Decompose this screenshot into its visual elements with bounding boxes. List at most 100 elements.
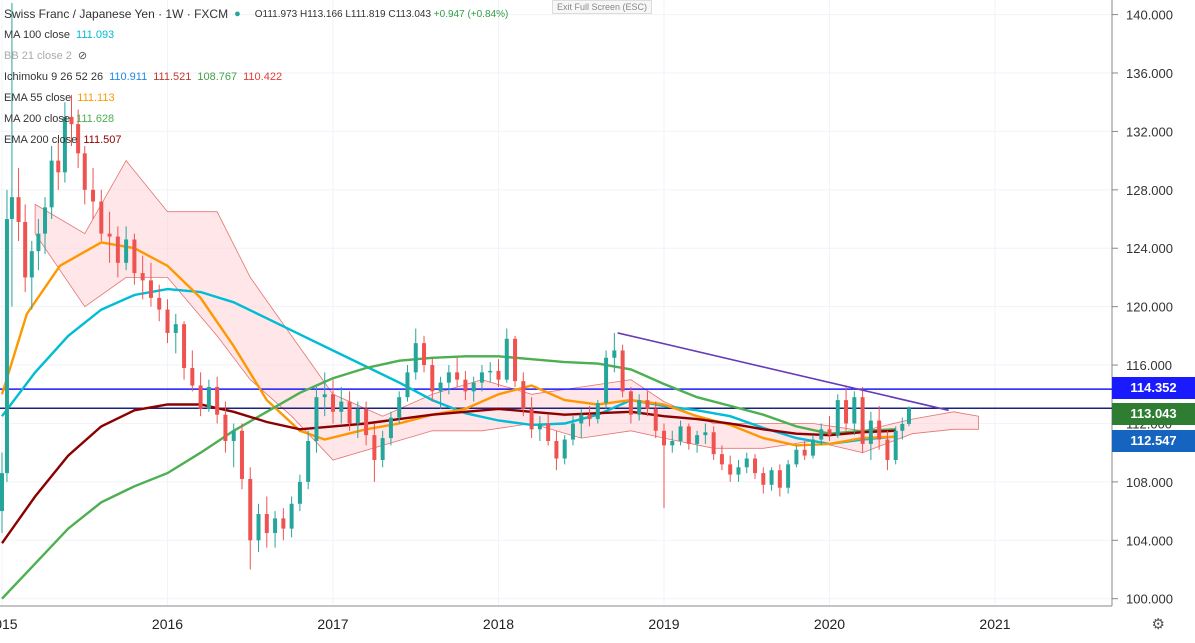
legend-ma200[interactable]: MA 200 close 111.628 [4, 109, 508, 130]
candle-body [860, 397, 865, 444]
candle-body [273, 518, 278, 533]
series-line [1, 355, 896, 600]
candle-body [678, 426, 683, 441]
candle-body [198, 385, 203, 409]
candle-body [463, 379, 468, 392]
y-tick-label: 128.000 [1126, 183, 1173, 198]
indicator-value: 111.507 [83, 134, 122, 146]
price-label-ichimoku: 112.547 [1112, 430, 1195, 452]
legend-ma100[interactable]: MA 100 close 111.093 [4, 25, 508, 46]
candle-body [628, 391, 633, 415]
candle-body [124, 239, 129, 263]
x-tick-label: 2017 [317, 616, 348, 632]
candle-body [215, 386, 220, 415]
candle-body [488, 370, 493, 373]
candle-body [711, 432, 716, 455]
candle-body [885, 439, 890, 460]
candle-body [819, 429, 824, 440]
x-tick-label: 2018 [483, 616, 514, 632]
candle-body [339, 401, 344, 412]
gear-icon[interactable]: ⚙ [1151, 616, 1165, 633]
candle-body [703, 432, 708, 436]
x-tick-label: 2020 [814, 616, 845, 632]
trendline [617, 332, 949, 412]
y-tick-label: 108.000 [1126, 475, 1173, 490]
candle-body [397, 397, 402, 418]
candle-body [331, 394, 335, 412]
candle-body [223, 414, 228, 441]
indicator-name: MA 100 close [4, 29, 71, 41]
candle-body [529, 408, 534, 430]
candle-body [827, 429, 832, 436]
candle-body [322, 394, 327, 398]
x-tick-label: 2019 [648, 616, 679, 632]
candle-body [728, 464, 733, 475]
legend-bb21[interactable]: BB 21 close 2 ⊘ [4, 46, 508, 67]
candle-body [413, 343, 418, 373]
candle-body [82, 153, 87, 190]
candle-body [69, 116, 74, 125]
candle-body [446, 372, 451, 383]
legend-title-row: Swiss Franc / Japanese Yen · 1W · FXCM ●… [4, 4, 508, 25]
indicator-name: MA 200 close [4, 113, 71, 125]
candle-body [504, 338, 509, 380]
candle-body [256, 514, 261, 541]
symbol-title[interactable]: Swiss Franc / Japanese Yen · 1W · FXCM [4, 7, 229, 21]
candle-body [513, 338, 518, 382]
candle-body [802, 449, 807, 456]
candle-body [736, 467, 741, 475]
candle-body [769, 470, 774, 485]
candle-body [380, 438, 385, 460]
candle-body [893, 430, 898, 460]
candle-body [612, 350, 617, 358]
y-tick-label: 124.000 [1126, 241, 1173, 256]
candle-body [157, 297, 162, 310]
candle-body [579, 414, 584, 424]
candle-body [91, 189, 96, 202]
candle-body [835, 400, 840, 436]
eye-hidden-icon[interactable]: ⊘ [77, 50, 88, 62]
candle-body [9, 197, 14, 220]
candle-body [438, 382, 443, 392]
indicator-value: 108.767 [197, 71, 238, 83]
candle-body [62, 116, 67, 173]
candle-body [140, 273, 145, 281]
change-text: +0.947 (+0.84%) [433, 9, 509, 20]
candle-body [49, 160, 54, 208]
candle-body [306, 440, 311, 482]
live-dot-icon: ● [234, 8, 241, 20]
candle-body [36, 233, 41, 252]
candle-body [107, 233, 112, 237]
indicator-name: EMA 55 close [4, 92, 72, 104]
exit-fullscreen-hint[interactable]: Exit Full Screen (ESC) [552, 0, 653, 14]
candle-body [29, 251, 34, 278]
y-tick-label: 116.000 [1126, 358, 1172, 373]
candle-body [289, 503, 294, 529]
candle-body [753, 458, 758, 474]
plot-background [0, 0, 1112, 606]
candle-body [455, 372, 460, 380]
candle-body [686, 426, 691, 444]
legend: Swiss Franc / Japanese Yen · 1W · FXCM ●… [4, 4, 508, 151]
candle-body [0, 473, 4, 512]
legend-ema55[interactable]: EMA 55 close 111.113 [4, 88, 508, 109]
legend-ema200[interactable]: EMA 200 close 111.507 [4, 130, 508, 151]
candle-body [670, 440, 675, 446]
candle-body [695, 435, 700, 444]
indicator-value: 111.521 [153, 71, 192, 83]
candle-body [786, 464, 791, 488]
candle-body [777, 470, 782, 488]
legend-ichimoku[interactable]: Ichimoku 9 26 52 26 110.911 111.521 108.… [4, 67, 508, 88]
candle-body [148, 280, 153, 298]
candle-body [554, 440, 559, 459]
candle-body [281, 518, 286, 529]
candle-body [422, 343, 427, 366]
candle-body [115, 236, 120, 263]
candle-body [297, 481, 302, 504]
indicator-name: Ichimoku 9 26 52 26 [4, 71, 104, 83]
candle-body [173, 324, 178, 333]
price-label-last: 113.043 [1112, 403, 1195, 425]
indicator-value: 110.422 [243, 71, 283, 83]
